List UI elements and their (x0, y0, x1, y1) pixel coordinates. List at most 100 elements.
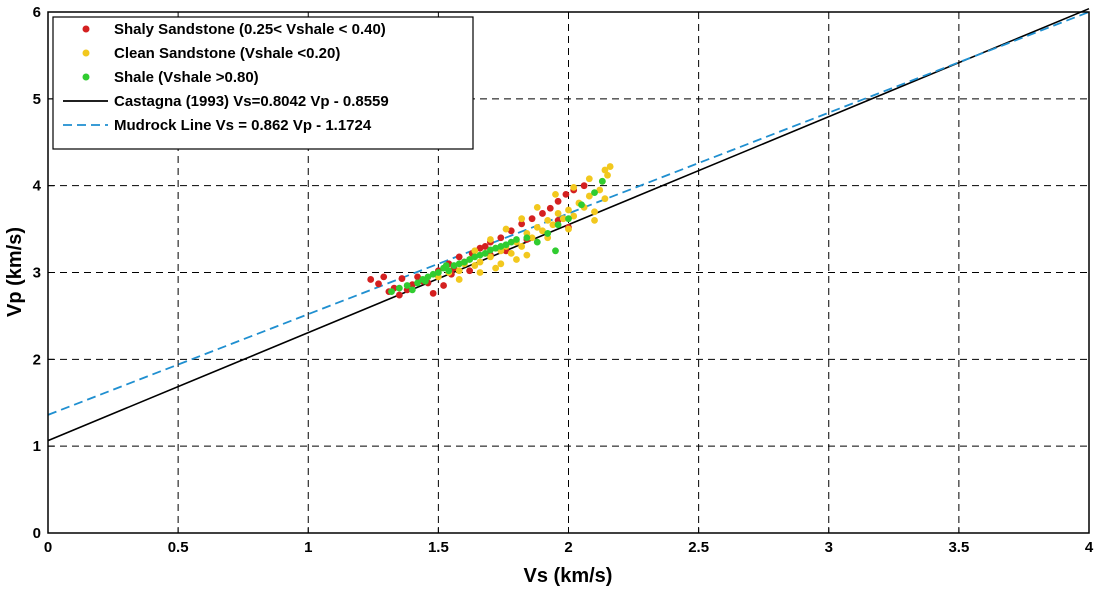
scatter-point (421, 277, 429, 285)
scatter-point (533, 238, 541, 246)
scatter-point (466, 267, 474, 275)
scatter-point (455, 276, 463, 283)
scatter-point (403, 282, 411, 289)
axis-ticks: 0 0.5 1 1.5 2 2.5 3 3.5 4 0 1 2 3 4 5 6 (33, 4, 1094, 556)
legend-marker (82, 49, 90, 57)
scatter-point (466, 256, 474, 263)
x-tick-label: 0.5 (168, 539, 189, 556)
y-axis-label: Vp (km/s) (4, 227, 26, 317)
scatter-point (554, 221, 562, 229)
scatter-point (544, 217, 552, 224)
scatter-point (598, 177, 606, 185)
scatter-point (450, 262, 458, 269)
scatter-point (539, 227, 546, 235)
scatter-point (487, 236, 494, 243)
scatter-point (434, 269, 442, 276)
x-axis-label: Vs (km/s) (524, 565, 613, 587)
scatter-point (565, 206, 572, 214)
y-tick-label: 4 (33, 178, 42, 195)
scatter-point (476, 258, 484, 266)
scatter-point (549, 221, 557, 229)
x-tick-label: 2.5 (688, 539, 709, 556)
scatter-point (552, 190, 559, 198)
scatter-point (601, 166, 609, 174)
scatter-point (518, 220, 526, 228)
scatter-point (554, 197, 562, 205)
legend-box (52, 16, 474, 150)
scatter-point (570, 184, 578, 191)
scatter-point (476, 269, 484, 276)
scatter-point (562, 190, 570, 198)
scatter-point (591, 189, 598, 197)
scatter-point (497, 260, 505, 268)
legend-entry-label: Mudrock Line Vs = 0.862 Vp - 1.1724 (114, 117, 372, 134)
scatter-point (455, 260, 463, 268)
scatter-point (528, 234, 536, 242)
scatter-point (395, 284, 403, 292)
scatter-point (445, 267, 453, 275)
scatter-point (591, 217, 598, 224)
scatter-point (565, 225, 572, 233)
scatter-point (585, 175, 593, 183)
scatter-point (518, 215, 526, 223)
legend-entry-label: Shaly Sandstone (0.25< Vshale < 0.40) (114, 21, 386, 38)
scatter-point (523, 251, 531, 259)
y-tick-label: 5 (33, 91, 41, 108)
scatter-point (601, 195, 609, 203)
scatter-point (471, 262, 479, 269)
legend-marker (82, 73, 90, 81)
scatter-point (481, 243, 489, 250)
legend-marker (82, 25, 90, 33)
y-tick-label: 2 (33, 351, 41, 368)
scatter-point (528, 215, 536, 223)
legend-entry-label: Castagna (1993) Vs=0.8042 Vp - 0.8559 (114, 93, 389, 110)
scatter-point (507, 238, 515, 246)
y-tick-label: 0 (33, 525, 41, 542)
scatter-point (554, 210, 562, 217)
scatter-point (414, 279, 421, 287)
legend: Shaly Sandstone (0.25< Vshale < 0.40) Cle… (52, 16, 474, 150)
scatter-point (559, 215, 567, 223)
x-tick-label: 2 (564, 539, 572, 556)
scatter-point (429, 270, 437, 278)
scatter-point (539, 210, 546, 217)
scatter-point (591, 208, 598, 216)
scatter-point (606, 163, 614, 170)
scatter-point (533, 203, 541, 211)
scatter-point (518, 243, 526, 250)
scatter-point (513, 256, 520, 263)
scatter-point (552, 247, 559, 255)
scatter-point (455, 253, 463, 261)
legend-entry-label: Shale (Vshale >0.80) (114, 69, 259, 86)
scatter-point (476, 244, 484, 252)
scatter-point (546, 204, 554, 212)
scatter-point (570, 212, 578, 220)
scatter-point (395, 291, 403, 299)
scatter-point (398, 275, 406, 282)
scatter-point (533, 223, 541, 231)
trend-line-4 (47, 11, 1090, 416)
scatter-point (580, 182, 588, 190)
y-tick-label: 6 (33, 4, 41, 21)
scatter-point (367, 276, 375, 283)
scatter-point (380, 273, 388, 281)
scatter-point (502, 225, 510, 233)
scatter-point (471, 247, 479, 255)
scatter-point (408, 286, 416, 294)
scatter-point (429, 289, 437, 297)
scatter-point (497, 234, 505, 242)
scatter-point (408, 281, 416, 289)
x-tick-label: 3 (825, 539, 833, 556)
scatter-point (442, 262, 450, 269)
scatter-point (471, 253, 479, 261)
x-tick-label: 1 (304, 539, 312, 556)
legend-entry-label: Clean Sandstone (Vshale <0.20) (114, 45, 340, 62)
scatter-point (596, 186, 604, 194)
x-tick-label: 3.5 (948, 539, 969, 556)
scatter-point (497, 243, 505, 250)
scatter-point (507, 227, 515, 235)
data-points (367, 163, 614, 299)
x-tick-label: 0 (44, 539, 52, 556)
scatter-point (487, 253, 494, 261)
